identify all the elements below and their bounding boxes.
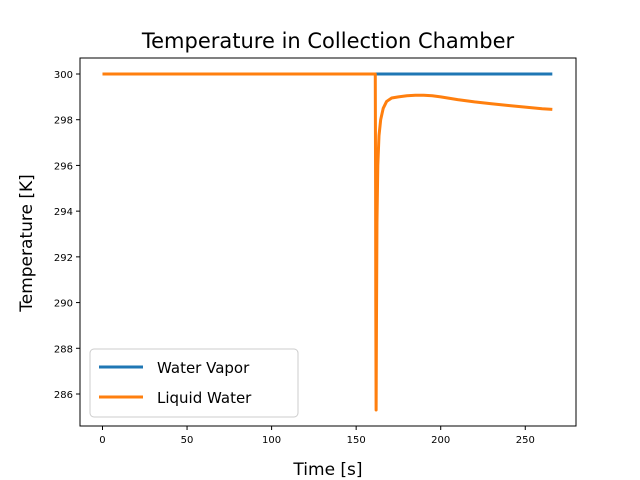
y-tick-label: 292 (54, 253, 73, 264)
y-tick-label: 298 (54, 116, 73, 127)
x-axis-label: Time [s] (292, 460, 362, 480)
axes-frame (79, 57, 577, 427)
x-tick-label: 250 (516, 435, 535, 446)
y-tick-label: 296 (54, 161, 73, 172)
y-tick-label: 288 (54, 344, 73, 355)
y-tick-label: 294 (54, 207, 73, 218)
plot-area: 0 50 100 150 200 250 286 288 290 292 294 296 298 300 W… (54, 57, 577, 446)
y-tick-label: 290 (54, 299, 73, 310)
legend-label-0: Water Vapor (157, 359, 250, 377)
x-tick-label: 100 (262, 435, 281, 446)
y-tick-label: 300 (54, 70, 73, 81)
series-line-1 (102, 72, 553, 412)
y-tick-label: 286 (54, 390, 73, 401)
legend-label-1: Liquid Water (157, 389, 252, 407)
y-axis-label: Temperature [K] (17, 174, 37, 313)
x-tick-label: 200 (431, 435, 450, 446)
x-tick-label: 150 (347, 435, 366, 446)
chart-title: Temperature in Collection Chamber (141, 29, 515, 53)
x-tick-label: 50 (181, 435, 194, 446)
x-tick-label: 0 (99, 435, 105, 446)
